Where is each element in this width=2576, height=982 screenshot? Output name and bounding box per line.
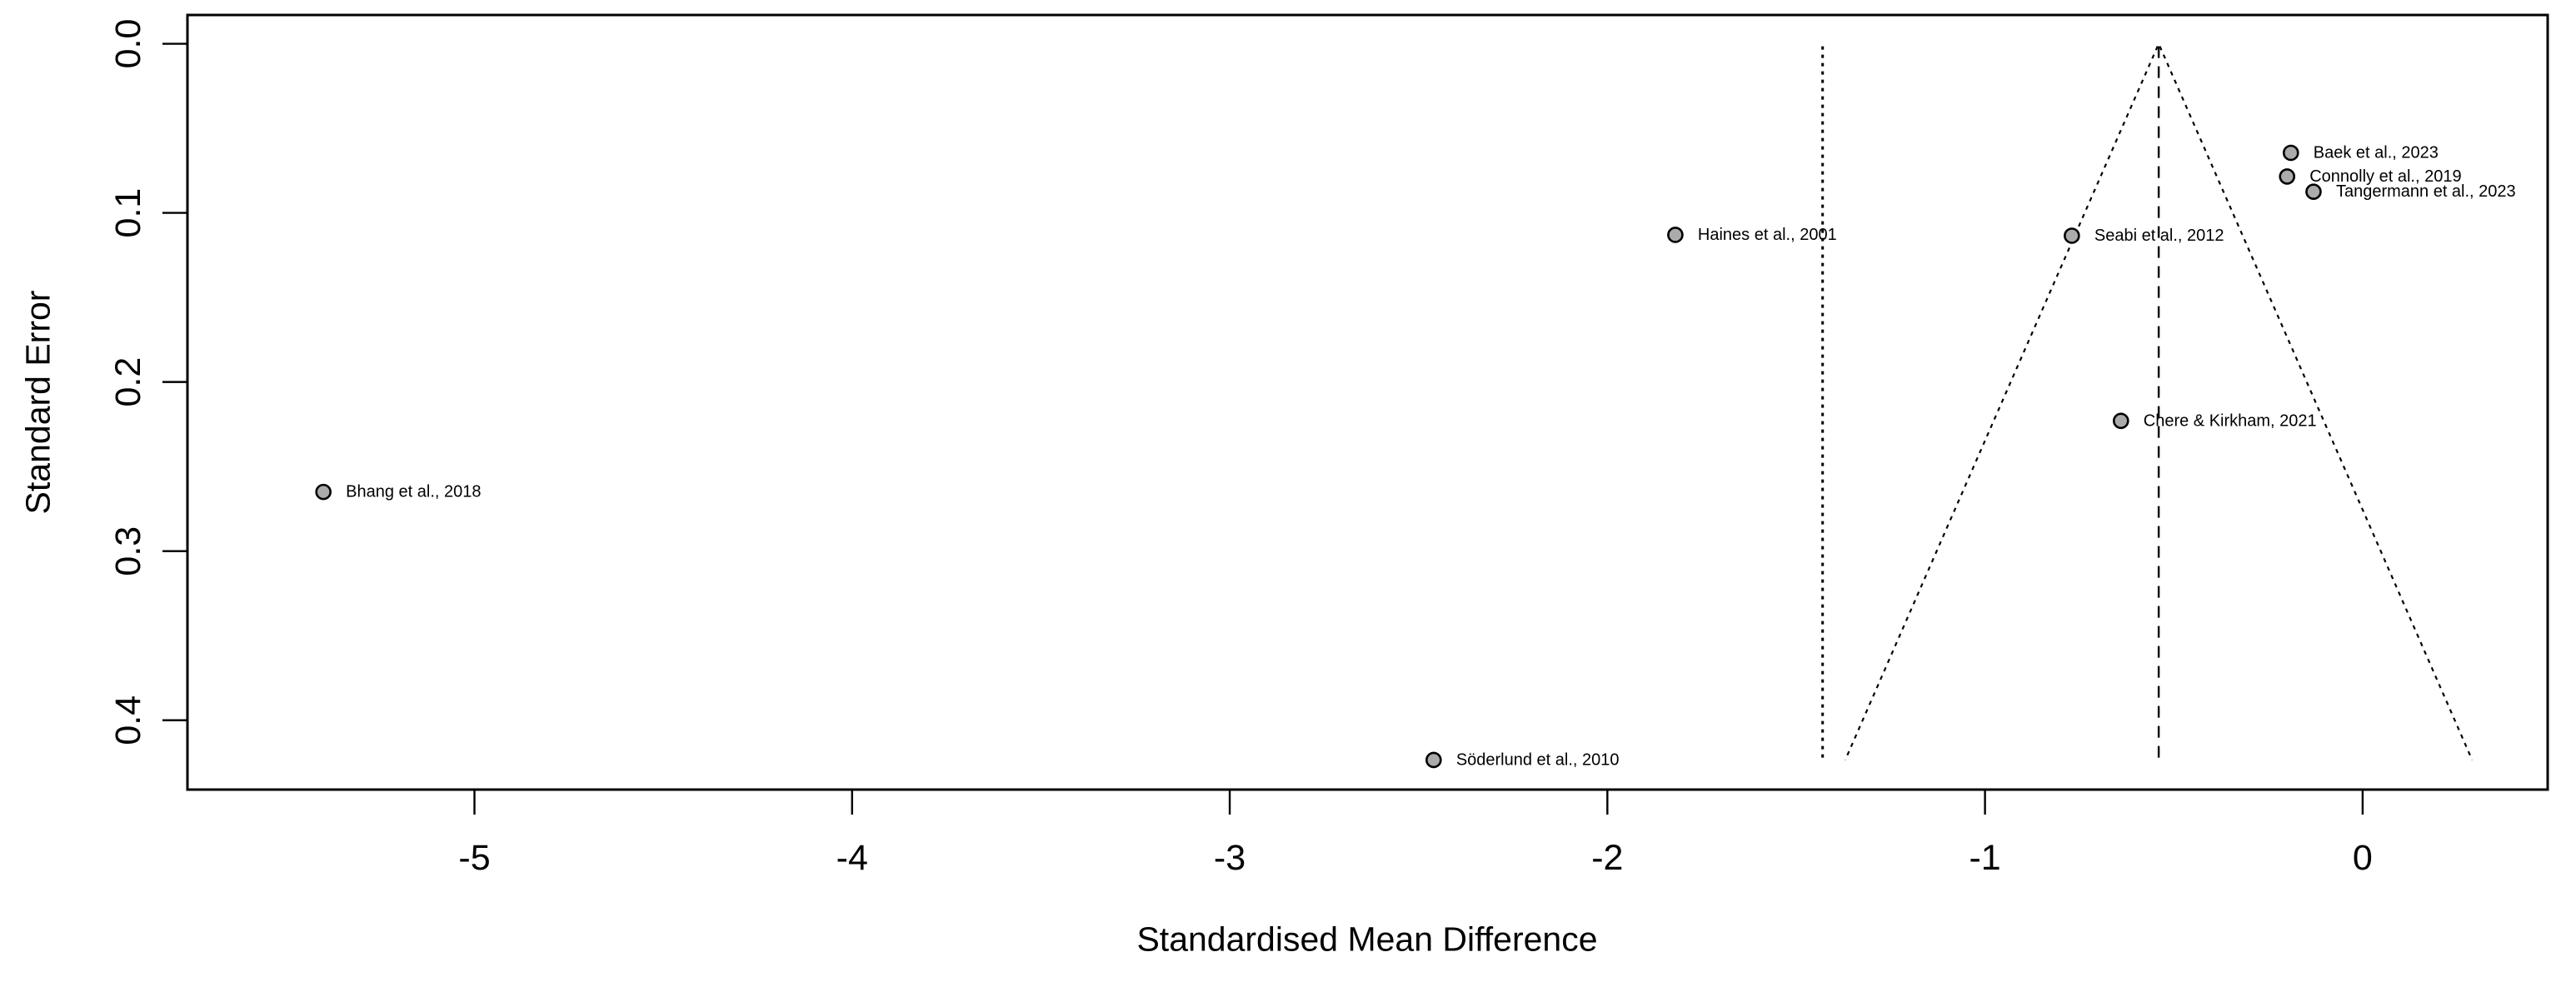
study-point-label: Haines et al., 2001 bbox=[1698, 226, 1837, 244]
study-point-label: Tangermann et al., 2023 bbox=[2336, 182, 2516, 201]
study-point bbox=[2305, 183, 2322, 200]
y-tick-label: 0.4 bbox=[108, 695, 148, 745]
x-tick-label: -3 bbox=[1214, 838, 1246, 878]
study-point bbox=[2112, 412, 2129, 430]
study-point bbox=[1425, 751, 1442, 769]
x-tick-label: 0 bbox=[2353, 838, 2373, 878]
y-tick-label: 0.3 bbox=[108, 526, 148, 576]
study-point-label: Chere & Kirkham, 2021 bbox=[2144, 411, 2317, 430]
x-tick-label: -1 bbox=[1969, 838, 2000, 878]
study-point-label: Söderlund et al., 2010 bbox=[1456, 750, 1620, 769]
study-point bbox=[2282, 144, 2299, 162]
study-point-label: Seabi et al., 2012 bbox=[2094, 227, 2224, 245]
study-point bbox=[315, 483, 332, 501]
study-point-label: Bhang et al., 2018 bbox=[346, 483, 481, 501]
y-axis-title: Standard Error bbox=[18, 290, 57, 515]
x-tick-label: -5 bbox=[458, 838, 490, 878]
funnel-left-edge bbox=[1844, 46, 2159, 760]
y-tick-label: 0.2 bbox=[108, 357, 148, 407]
y-tick-label: 0.0 bbox=[108, 19, 148, 69]
study-point-label: Baek et al., 2023 bbox=[2314, 143, 2439, 162]
study-point bbox=[2279, 168, 2296, 185]
y-tick-label: 0.1 bbox=[108, 188, 148, 238]
study-point-label: Connolly et al., 2019 bbox=[2309, 167, 2461, 186]
x-tick-label: -2 bbox=[1591, 838, 1623, 878]
study-point bbox=[2064, 227, 2080, 244]
x-tick-label: -4 bbox=[836, 838, 868, 878]
funnel-right-edge bbox=[2159, 46, 2474, 760]
study-point bbox=[1667, 227, 1684, 243]
plot-border bbox=[186, 13, 2549, 791]
x-axis-title: Standardised Mean Difference bbox=[1136, 920, 1598, 959]
